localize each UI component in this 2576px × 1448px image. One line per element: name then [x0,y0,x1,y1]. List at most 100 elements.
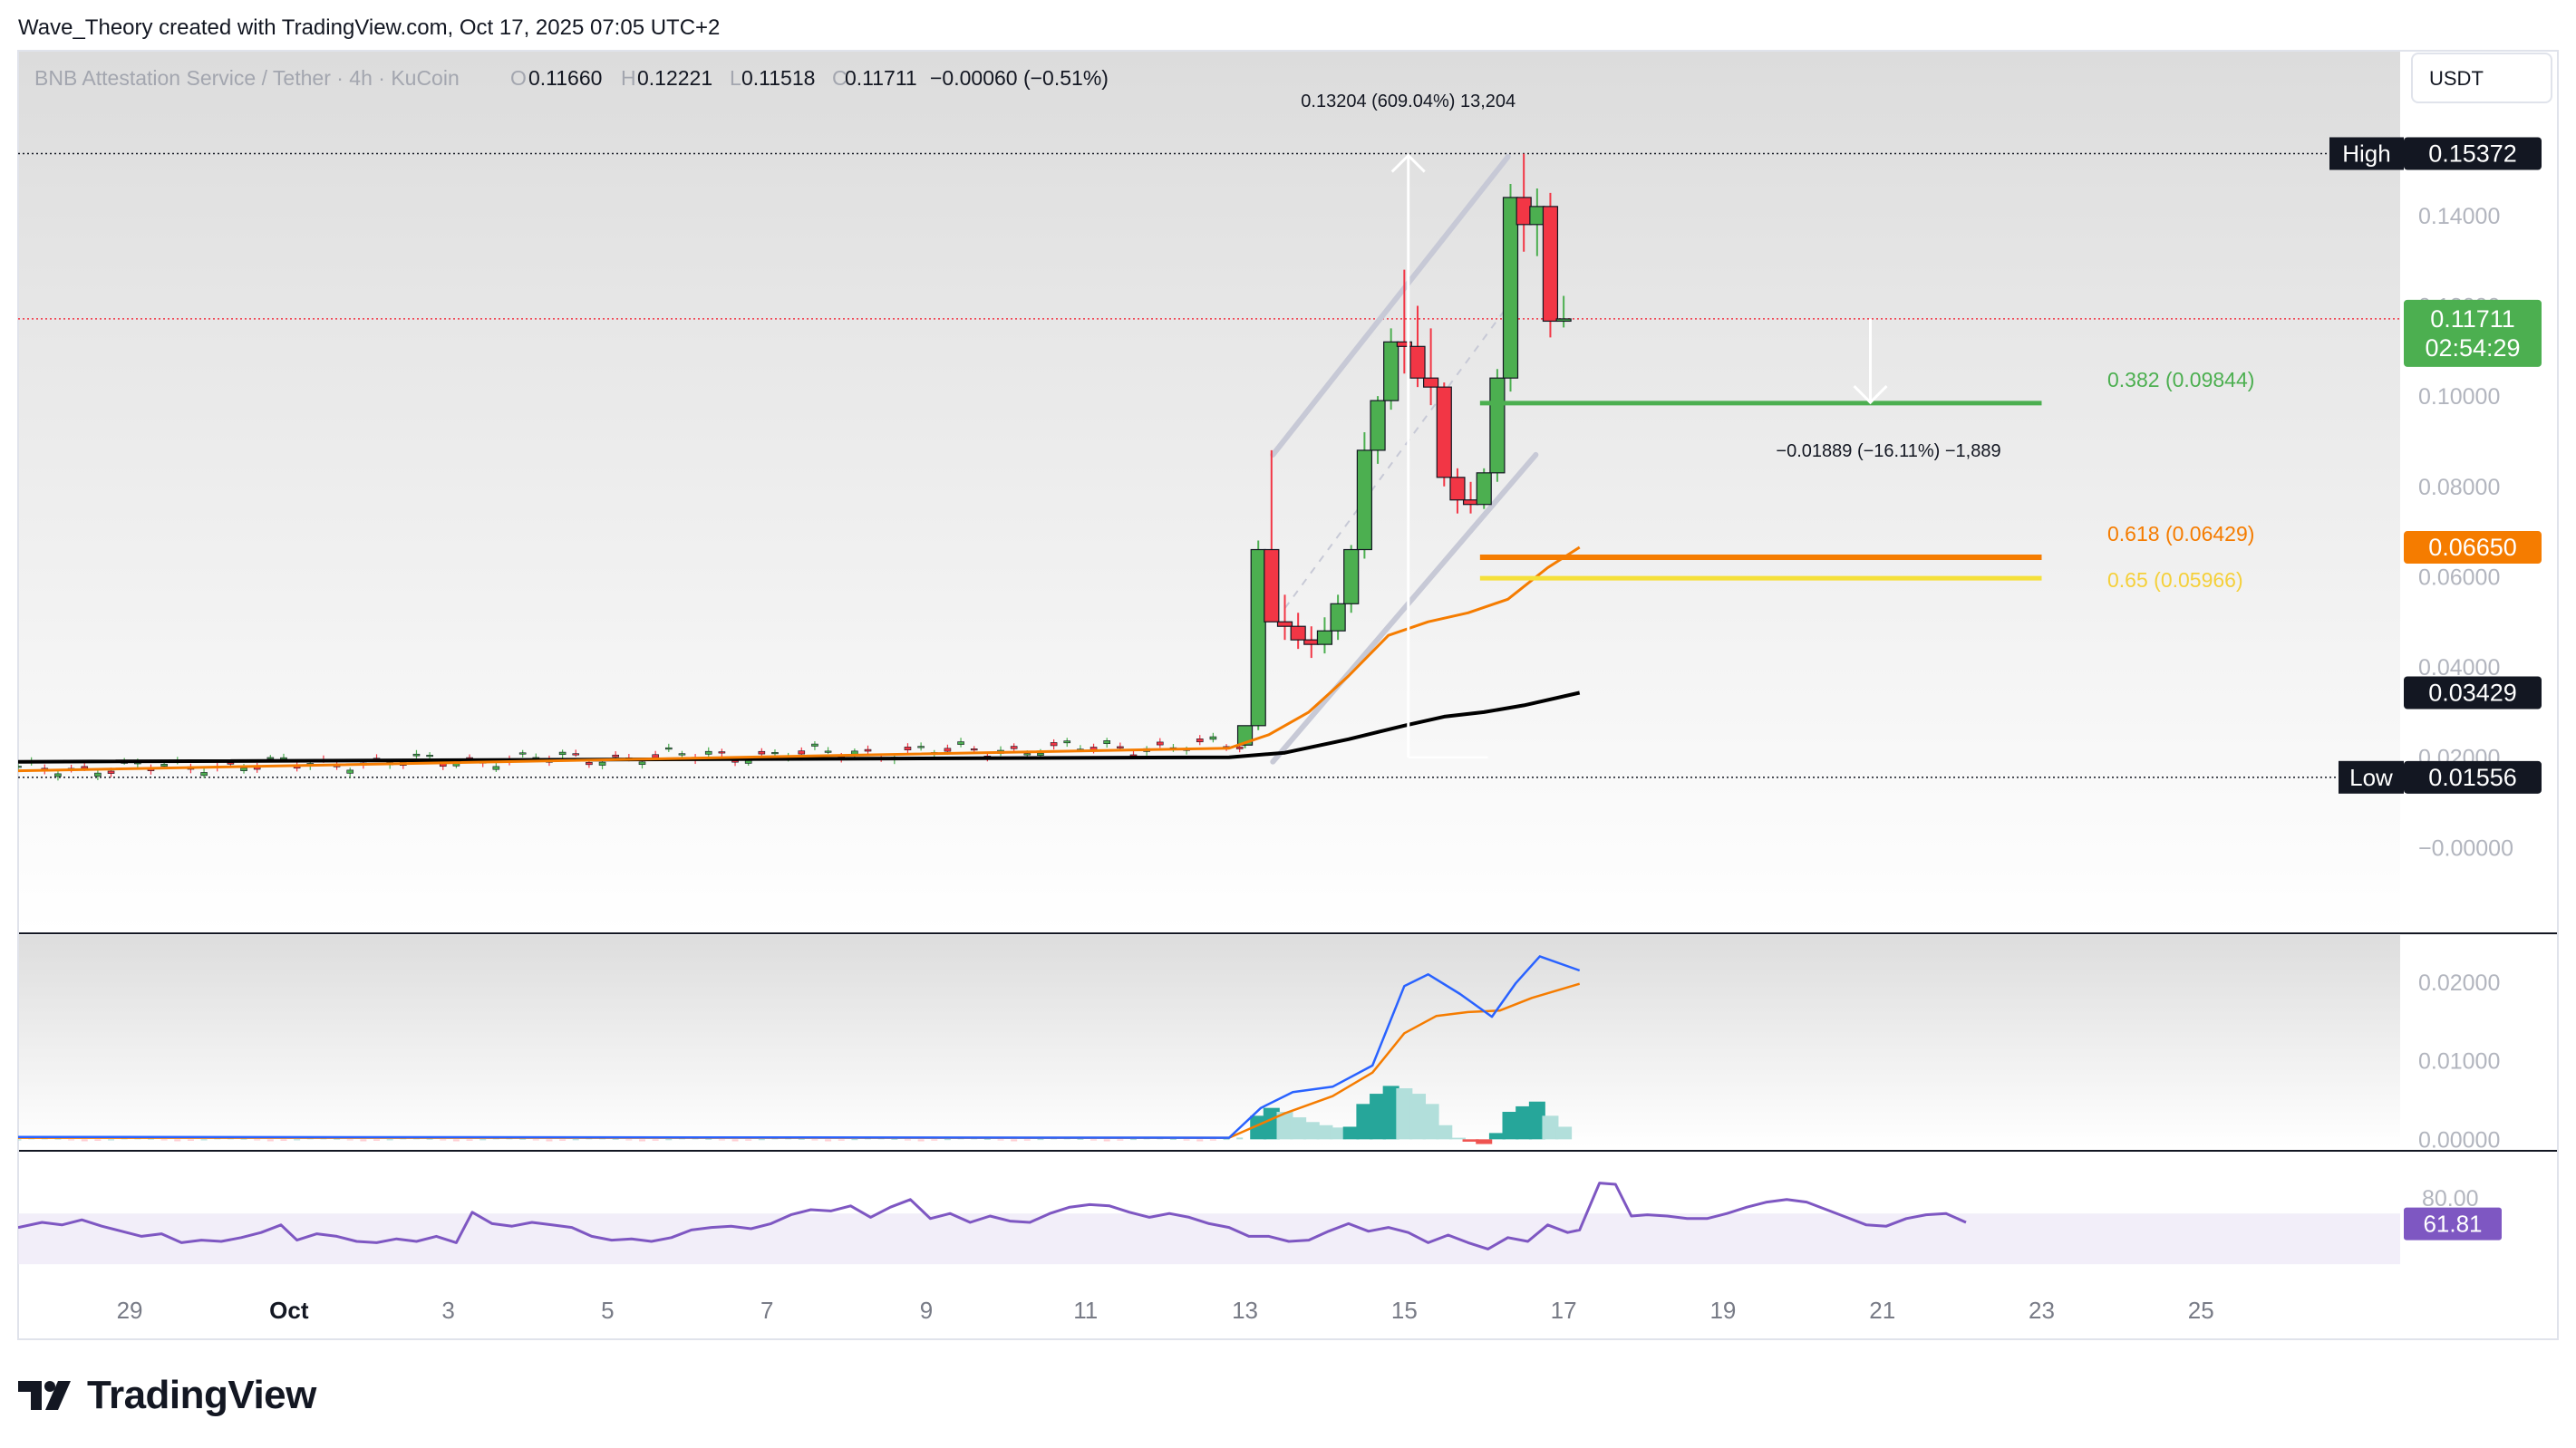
candle-body [1010,746,1018,749]
macd-histogram-bar [1169,1138,1177,1141]
measure-up-arrowhead [1390,153,1426,173]
candle-body [1023,753,1031,756]
measure-down-arrowhead [1853,385,1888,405]
candle-body [107,770,115,774]
macd-histogram-bar [426,1138,433,1140]
ema-fast-tag-text: 0.06650 [2428,534,2517,561]
macd-histogram-bar [1077,1138,1084,1140]
candle-body [598,761,606,766]
macd-histogram-bar [294,1139,301,1141]
macd-histogram-bar [1382,1086,1399,1140]
macd-histogram-bar [1356,1104,1373,1140]
macd-histogram-bar [1011,1139,1018,1142]
macd-histogram-bar [1250,1115,1267,1140]
candle-body [54,773,62,777]
macd-histogram-bar [519,1138,527,1140]
candle-body [1050,742,1058,747]
macd-histogram-bar [1196,1139,1204,1142]
y-axis-tick-label: 0.08000 [2418,475,2500,500]
macd-y-axis-tick-label: 0.02000 [2418,970,2500,996]
macd-histogram-bar [1448,1137,1466,1140]
macd-histogram-bar [1409,1094,1427,1140]
macd-histogram-bar [652,1139,659,1141]
candle-body [957,741,964,745]
candle-body [1409,345,1426,379]
candle-body [1063,740,1071,744]
x-axis-tick-label: 29 [117,1297,143,1324]
macd-histogram-bar [334,1138,341,1140]
candle-body [1264,548,1280,623]
candle-body [718,751,726,754]
y-axis-tick-label: 0.14000 [2418,204,2500,229]
macd-histogram-bar [240,1138,247,1140]
rsi-band [18,1213,2400,1265]
macd-histogram-bar [983,1138,991,1140]
candle-body [412,753,421,757]
macd-histogram-bar [572,1139,579,1141]
candle-body [94,772,102,777]
macd-histogram-bar [1422,1104,1439,1140]
tradingview-logo-icon [18,1381,71,1410]
candle-body [638,761,646,766]
candle-body [758,750,766,755]
ema-slow-tag [2404,676,2542,710]
candle-body [1156,741,1164,746]
candle-body [1117,746,1124,748]
channel-lower-line [1270,451,1539,765]
currency-button[interactable]: USDT [2411,53,2552,103]
macd-histogram-bar [745,1139,752,1141]
candle-body [1276,621,1293,627]
macd-histogram-bar [944,1138,951,1141]
macd-histogram-bar [254,1139,261,1141]
candle-body [970,748,978,751]
candle-body [824,750,832,753]
candle-body [81,766,89,769]
candle-body [1196,738,1204,743]
macd-histogram-bar [665,1139,673,1141]
macd-histogram-bar [1528,1101,1545,1140]
macd-histogram-bar [18,1139,22,1141]
macd-histogram-bar [904,1139,911,1141]
macd-histogram-bar [705,1138,712,1140]
y-axis-tick-label: 0.06000 [2418,565,2500,590]
channel-median-line [1283,304,1509,609]
macd-histogram-bar [54,1138,62,1140]
macd-histogram-bar [1037,1138,1044,1141]
high-price-tag [2404,137,2542,170]
macd-histogram-bar [187,1139,194,1141]
candle-body [1423,377,1439,388]
low-tag [2339,760,2404,794]
measure-down-label: −0.01889 (−16.11%) −1,889 [1776,441,2000,461]
candle-body [1037,752,1044,756]
macd-histogram-bar [559,1139,567,1141]
macd-histogram-bar [346,1139,353,1141]
macd-histogram-bar [108,1139,115,1141]
macd-histogram-bar [452,1139,460,1142]
macd-histogram-bar [200,1139,208,1141]
macd-histogram-bar [718,1139,725,1141]
macd-histogram-bar [1276,1112,1293,1140]
macd-histogram-bar [838,1139,845,1141]
main-pane-background [18,51,2400,933]
x-axis-tick-label: 19 [1709,1297,1736,1324]
ema-fast-line [18,545,1581,773]
rsi-value-tag-text: 61.81 [2423,1211,2482,1238]
tradingview-brand[interactable]: TradingView [18,1368,316,1423]
candle-body [227,762,235,765]
symbol-title[interactable]: BNB Attestation Service / Tether · 4h · … [34,66,460,90]
macd-histogram-bar [1090,1139,1098,1141]
x-axis-tick-label: 7 [760,1297,773,1324]
macd-histogram-bar [1236,1137,1244,1140]
macd-histogram-bar [1303,1122,1320,1140]
macd-histogram-bar [798,1138,805,1140]
rsi-y-axis-tick-label: 80.00 [2422,1186,2479,1211]
macd-histogram-bar [1396,1088,1413,1140]
macd-histogram-bar [94,1139,102,1142]
candle-body [771,752,779,755]
x-axis-tick-label: 13 [1232,1297,1258,1324]
macd-histogram-bar [81,1139,88,1142]
candle-body [1290,625,1306,641]
candle-body [1235,746,1244,749]
macd-histogram-bar [1130,1138,1138,1141]
